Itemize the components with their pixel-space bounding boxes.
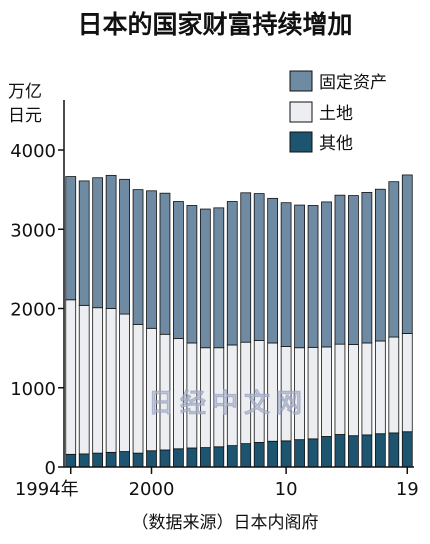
bar-segment-other (159, 449, 171, 468)
y-tick-label: 1000 (10, 379, 56, 400)
bar-segment-fixed-assets (361, 191, 373, 344)
bar-segment-land (307, 346, 319, 440)
bar-segment-fixed-assets (213, 207, 225, 349)
bar-segment-other (321, 436, 332, 468)
legend-label-fixed-assets: 固定资产 (319, 73, 387, 93)
bar-segment-other (65, 453, 77, 468)
bar-segment-other (146, 450, 157, 468)
bar-segment-land (374, 340, 386, 435)
y-tick-label: 4000 (10, 141, 56, 162)
bar-segment-land (65, 299, 77, 455)
y-tick-label: 3000 (10, 220, 56, 241)
bar-segment-other (78, 453, 90, 468)
bar-segment-land (78, 304, 90, 455)
bar-segment-fixed-assets (159, 192, 171, 335)
legend: 固定资产 土地 其他 (289, 70, 387, 154)
y-tick-label: 0 (45, 458, 56, 479)
bar-segment-other (119, 451, 130, 468)
bar-segment-fixed-assets (173, 201, 184, 340)
y-unit-label-line1: 万亿 (8, 82, 42, 102)
bar-segment-other (280, 440, 292, 468)
bar-segment-fixed-assets (280, 202, 292, 347)
bar-segment-other (361, 434, 373, 468)
bar-segment-fixed-assets (92, 177, 104, 309)
x-axis: 1994年 2000 10 19 (15, 466, 419, 500)
bar-segment-other (199, 447, 211, 468)
bar-segment-land (334, 343, 346, 435)
bar-segment-land (119, 313, 130, 452)
bar-segment-fixed-assets (240, 192, 252, 343)
watermark: 日经中文网 (148, 388, 308, 419)
chart-title: 日本的国家财富持续增加 (77, 10, 352, 39)
bar-segment-fixed-assets (65, 176, 77, 301)
bar-segment-fixed-assets (334, 194, 346, 345)
bar-segment-fixed-assets (348, 195, 359, 345)
bar-segment-fixed-assets (321, 201, 332, 348)
x-tick-label: 1994年 (15, 479, 79, 500)
legend-swatch-other (289, 131, 313, 153)
bar-segment-fixed-assets (307, 205, 319, 348)
bar-segment-fixed-assets (119, 178, 130, 315)
bar-segment-other (226, 445, 238, 468)
bar-segment-fixed-assets (186, 205, 198, 344)
bar-segment-other (92, 452, 104, 468)
y-axis: 0 1000 2000 3000 4000 (10, 100, 65, 479)
bar-segment-other (213, 446, 225, 468)
bar-segment-fixed-assets (267, 197, 279, 344)
bar-segment-other (374, 433, 386, 468)
x-tick-label: 19 (396, 479, 419, 500)
bars (65, 174, 413, 468)
bar-segment-other (253, 442, 265, 468)
bar-segment-land (92, 307, 104, 454)
x-tick-label: 2000 (129, 479, 175, 500)
bar-segment-other (240, 443, 252, 468)
bar-segment-other (186, 447, 198, 468)
bar-segment-other (294, 439, 305, 468)
bar-segment-land (361, 342, 373, 436)
bar-segment-other (105, 451, 117, 468)
y-tick-label: 2000 (10, 300, 56, 321)
bar-segment-other (173, 448, 184, 468)
legend-label-land: 土地 (319, 104, 353, 124)
bar-segment-other (388, 432, 400, 468)
bar-segment-other (267, 440, 279, 468)
bar-segment-land (401, 333, 413, 433)
source-note: （数据来源）日本内阁府 (132, 513, 319, 533)
bar-segment-land (132, 323, 144, 454)
bar-segment-fixed-assets (374, 188, 386, 342)
bar-segment-other (334, 434, 346, 468)
bar-segment-other (348, 435, 359, 468)
bar-segment-fixed-assets (401, 174, 413, 334)
bar-segment-fixed-assets (226, 201, 238, 346)
legend-label-other: 其他 (319, 134, 353, 154)
bar-segment-other (401, 431, 413, 468)
bar-segment-land (348, 344, 359, 437)
bar-segment-fixed-assets (253, 193, 265, 341)
legend-swatch-fixed-assets (289, 70, 313, 92)
x-tick-label: 10 (275, 479, 298, 500)
y-unit-label-line2: 日元 (8, 106, 42, 126)
bar-segment-other (132, 452, 144, 468)
bar-segment-land (105, 308, 117, 453)
bar-segment-land (388, 336, 400, 434)
bar-segment-fixed-assets (294, 204, 305, 349)
bar-segment-land (321, 346, 332, 437)
bar-segment-fixed-assets (132, 189, 144, 325)
bar-segment-fixed-assets (105, 174, 117, 309)
bar-segment-other (307, 438, 319, 468)
bar-segment-fixed-assets (199, 208, 211, 349)
bar-segment-fixed-assets (78, 180, 90, 306)
bar-segment-fixed-assets (388, 181, 400, 338)
legend-swatch-land (289, 101, 313, 123)
bar-segment-fixed-assets (146, 190, 157, 329)
